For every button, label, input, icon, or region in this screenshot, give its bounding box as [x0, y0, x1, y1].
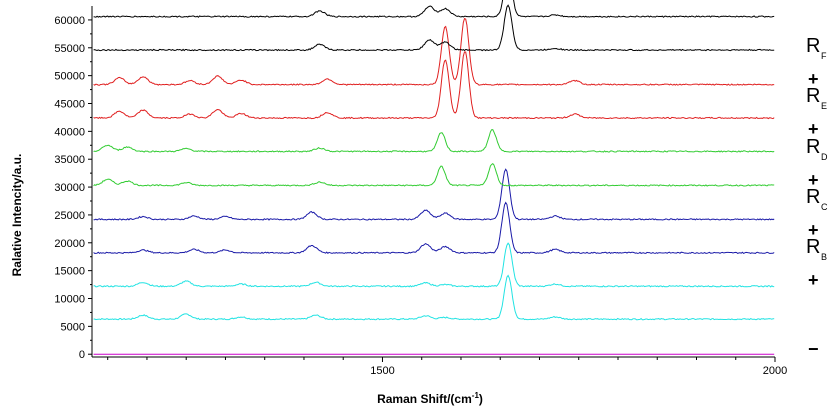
legend-subscript: E — [821, 101, 827, 111]
y-axis-title: Ralative Intencity/a.u. — [10, 154, 24, 277]
legend-subscript: F — [821, 51, 827, 61]
y-tick-label: 10000 — [54, 294, 85, 306]
legend-symbol: R — [806, 35, 820, 57]
legend-operator: + — [808, 69, 819, 89]
y-tick-label: 15000 — [54, 266, 85, 278]
x-axis-title: Raman Shift/(cm-1) — [377, 391, 483, 406]
legend-operator: − — [808, 339, 819, 359]
legend-subscript: D — [821, 152, 828, 162]
y-tick-label: 0 — [79, 349, 85, 361]
plot-area — [93, 0, 775, 355]
legend-operator: + — [808, 119, 819, 139]
legend-symbol: R — [806, 85, 820, 107]
x-axis: 1500 2000 — [92, 356, 787, 377]
x-tick-label: 2000 — [763, 365, 787, 377]
x-axis-title-tail: ) — [479, 392, 483, 406]
legend-operator: + — [808, 170, 819, 190]
y-tick-label: 50000 — [54, 71, 85, 83]
spectrum-line-E2 — [93, 17, 775, 86]
y-axis: 0 5000 10000 15000 20000 25000 30000 35000 40000… — [54, 6, 93, 361]
y-tick-label: 25000 — [54, 210, 85, 222]
x-axis-title-main: Raman Shift/(cm — [377, 392, 472, 406]
y-tick-label: 60000 — [54, 15, 85, 27]
x-tick-label: 1500 — [370, 365, 394, 377]
y-tick-label: 40000 — [54, 126, 85, 138]
y-tick-label: 5000 — [61, 321, 85, 333]
y-tick-label: 30000 — [54, 182, 85, 194]
legend-operator: + — [808, 220, 819, 240]
spectrum-line-D2 — [93, 129, 775, 153]
legend-symbol: R — [806, 136, 820, 158]
legend-symbol: R — [806, 236, 820, 258]
spectrum-line-D1 — [93, 163, 775, 187]
spectrum-line-F2 — [93, 0, 775, 18]
spectrum-line-C1 — [93, 201, 775, 255]
spectrum-line-B1 — [93, 274, 775, 321]
spectrum-line-B2 — [93, 242, 775, 288]
legend-subscript: B — [821, 252, 827, 262]
legend-symbol: R — [806, 186, 820, 208]
legend-subscript: C — [821, 202, 828, 212]
spectrum-line-F1 — [93, 4, 775, 52]
spectrum-line-E1 — [93, 51, 775, 120]
legend-operator: + — [808, 270, 819, 290]
spectrum-line-C2 — [93, 168, 775, 221]
x-axis-title-superscript: -1 — [472, 391, 480, 400]
y-tick-label: 20000 — [54, 238, 85, 250]
y-tick-label: 45000 — [54, 99, 85, 111]
y-tick-label: 55000 — [54, 43, 85, 55]
legend: R F+R E+R D+R C+R B+− — [806, 35, 828, 359]
y-tick-label: 35000 — [54, 154, 85, 166]
